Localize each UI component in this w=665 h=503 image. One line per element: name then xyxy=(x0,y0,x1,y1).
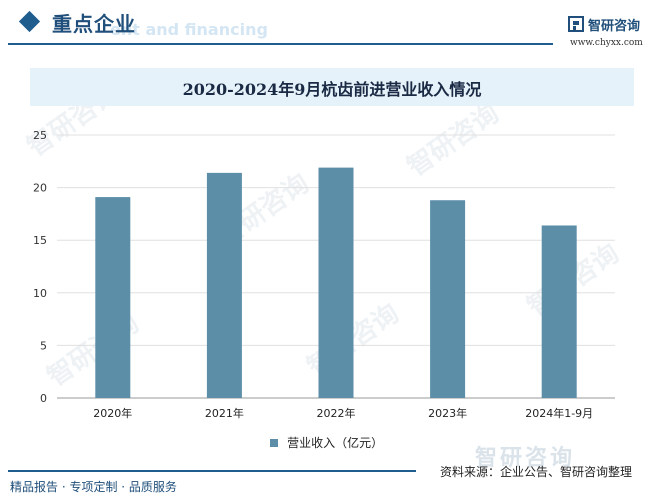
legend-label: 营业收入（亿元） xyxy=(287,436,384,450)
bar xyxy=(206,172,242,398)
brand-logo-icon xyxy=(568,16,584,32)
x-tick-label: 2022年 xyxy=(317,406,356,420)
header-ghost-text: ent and financing xyxy=(110,20,268,39)
legend: 营业收入（亿元） xyxy=(270,432,384,450)
section-title: 重点企业 xyxy=(52,12,136,36)
bar xyxy=(541,225,577,398)
brand-name: 智研咨询 xyxy=(588,19,641,34)
y-tick-label: 20 xyxy=(33,182,47,195)
bar xyxy=(318,167,354,398)
x-tick-label: 2020年 xyxy=(93,406,132,420)
header-divider xyxy=(8,43,553,45)
y-tick-label: 10 xyxy=(33,287,47,300)
footer-divider xyxy=(8,470,416,472)
header: ent and financing 重点企业 智研咨询 www.chyxx.co… xyxy=(0,0,665,50)
source-note: 资料来源：企业公告、智研咨询整理 xyxy=(440,465,633,479)
y-tick-label: 25 xyxy=(33,129,47,142)
bar xyxy=(95,197,131,398)
x-tick-label: 2024年1-9月 xyxy=(525,406,593,420)
brand-url: www.chyxx.com xyxy=(570,38,643,48)
footer-watermark: 智研咨询 xyxy=(475,446,576,471)
chart-title-band: 2020-2024年9月杭齿前进营业收入情况 xyxy=(30,68,634,106)
chart-title: 2020-2024年9月杭齿前进营业收入情况 xyxy=(182,80,482,99)
x-tick-label: 2021年 xyxy=(205,406,244,420)
bar-chart: 0 5 10 15 20 25 2020年 2021年 2022年 2023年 2024年1-9月 xyxy=(33,129,615,420)
y-tick-label: 5 xyxy=(40,339,47,352)
y-tick-label: 0 xyxy=(40,392,47,405)
footer-tagline: 精品报告 · 专项定制 · 品质服务 xyxy=(10,480,177,494)
y-tick-label: 15 xyxy=(33,234,47,247)
legend-swatch xyxy=(270,438,278,447)
x-tick-label: 2023年 xyxy=(428,406,467,420)
bar xyxy=(430,200,466,398)
